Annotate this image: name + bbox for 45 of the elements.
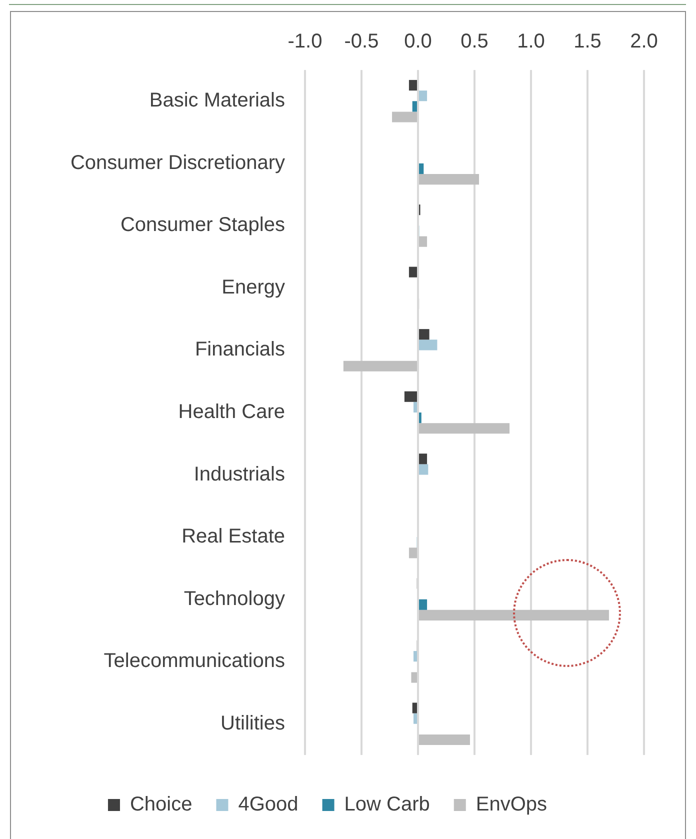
bar: [419, 329, 430, 340]
legend-label: EnvOps: [476, 794, 548, 816]
bar: [412, 101, 417, 112]
bar: [413, 651, 417, 662]
bar: [419, 163, 424, 174]
y-tick-label: Technology: [184, 588, 285, 610]
legend-label: Choice: [130, 794, 192, 816]
bar: [408, 80, 417, 91]
bar: [411, 672, 417, 683]
bar: [404, 391, 417, 402]
x-tick-label: 2.0: [630, 30, 658, 53]
y-tick-label: Basic Materials: [149, 90, 285, 112]
bar: [419, 464, 428, 475]
y-tick-label: Industrials: [194, 463, 285, 486]
bar: [419, 340, 438, 350]
bar: [392, 112, 417, 122]
bar: [419, 174, 480, 185]
y-tick-label: Telecommunications: [104, 650, 285, 672]
bar: [408, 266, 417, 278]
y-tick-label: Financials: [194, 338, 285, 361]
bar: [412, 702, 417, 714]
y-tick-label: Consumer Discretionary: [70, 152, 285, 174]
legend-label: 4Good: [238, 794, 298, 816]
x-tick-label: -0.5: [344, 30, 379, 53]
bar: [419, 599, 428, 610]
bar: [419, 236, 428, 247]
y-tick-label: Energy: [222, 276, 285, 298]
bar: [419, 90, 428, 102]
bar: [413, 402, 417, 412]
x-tick-label: 0.0: [404, 30, 432, 53]
bar: [408, 548, 417, 558]
bar: [413, 713, 417, 724]
x-tick-label: -1.0: [288, 30, 322, 53]
bar: [419, 734, 470, 746]
x-tick-label: 1.5: [574, 30, 602, 53]
bar: [419, 454, 428, 464]
y-tick-label: Utilities: [220, 712, 285, 734]
x-tick-label: 0.5: [460, 30, 488, 53]
legend-label: Low Carb: [344, 794, 430, 816]
x-tick-label: 1.0: [517, 30, 545, 53]
y-tick-label: Real Estate: [182, 526, 285, 548]
y-tick-label: Health Care: [178, 401, 285, 424]
bar: [419, 423, 510, 434]
bar: [343, 360, 417, 372]
y-tick-label: Consumer Staples: [120, 214, 285, 236]
